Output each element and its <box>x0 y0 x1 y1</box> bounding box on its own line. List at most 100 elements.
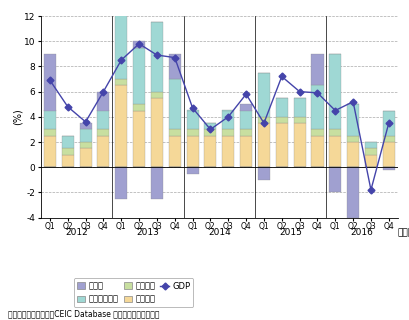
Bar <box>346 167 358 218</box>
Bar <box>97 136 109 167</box>
Bar <box>275 117 287 123</box>
Bar <box>364 155 376 167</box>
Bar <box>115 85 127 167</box>
GDP <box>101 90 106 93</box>
Bar <box>79 129 92 142</box>
GDP <box>47 78 52 82</box>
Bar <box>382 167 394 170</box>
Bar <box>239 136 252 167</box>
Bar <box>222 136 234 167</box>
Bar <box>151 167 163 199</box>
GDP <box>297 90 301 93</box>
GDP <box>190 106 195 110</box>
GDP <box>65 105 70 108</box>
Bar <box>222 129 234 136</box>
GDP <box>368 188 373 192</box>
Bar <box>275 98 287 117</box>
Bar <box>133 41 145 47</box>
Bar <box>97 92 109 110</box>
Bar <box>257 117 270 123</box>
GDP <box>154 53 159 57</box>
GDP <box>207 127 212 131</box>
Text: 2013: 2013 <box>136 228 159 237</box>
Bar <box>168 136 180 167</box>
Bar <box>275 123 287 167</box>
Text: 資料：トルコ統計局、CEIC Database から経済産業省作成。: 資料：トルコ統計局、CEIC Database から経済産業省作成。 <box>8 309 160 318</box>
Bar <box>257 123 270 167</box>
Bar <box>310 54 323 85</box>
Bar <box>204 136 216 167</box>
Bar <box>257 73 270 117</box>
GDP <box>136 42 141 46</box>
Bar <box>328 129 341 136</box>
GDP <box>261 121 266 125</box>
Bar <box>257 167 270 180</box>
Legend: 純輸出, 固定資本形成, 政府支出, 個人消費, GDP: 純輸出, 固定資本形成, 政府支出, 個人消費, GDP <box>74 278 193 307</box>
GDP <box>385 121 390 125</box>
GDP <box>243 92 248 96</box>
Text: 2014: 2014 <box>207 228 230 237</box>
Bar <box>310 136 323 167</box>
Bar <box>151 92 163 98</box>
GDP <box>332 108 337 112</box>
Bar <box>79 142 92 148</box>
Bar <box>44 136 56 167</box>
Bar <box>61 136 74 148</box>
Bar <box>133 104 145 110</box>
Bar <box>186 167 198 173</box>
Bar <box>97 129 109 136</box>
Text: （年期）: （年期） <box>397 228 409 237</box>
Bar <box>310 85 323 129</box>
Bar <box>115 10 127 79</box>
Bar <box>151 98 163 167</box>
Bar <box>186 129 198 136</box>
Bar <box>293 123 305 167</box>
Bar <box>222 110 234 129</box>
Bar <box>346 142 358 167</box>
Bar <box>151 22 163 92</box>
Bar <box>115 167 127 199</box>
Bar <box>133 110 145 167</box>
Bar <box>79 148 92 167</box>
Bar <box>382 110 394 136</box>
Text: 2016: 2016 <box>350 228 373 237</box>
Bar <box>382 142 394 167</box>
Bar <box>186 136 198 167</box>
Bar <box>168 54 180 79</box>
Bar <box>44 129 56 136</box>
Bar <box>133 47 145 104</box>
Bar <box>328 136 341 167</box>
Bar <box>328 54 341 129</box>
Bar <box>204 129 216 136</box>
Bar <box>346 104 358 136</box>
Bar <box>115 79 127 85</box>
Bar <box>310 129 323 136</box>
Bar <box>44 54 56 110</box>
Bar <box>61 148 74 155</box>
Bar <box>168 79 180 129</box>
Text: 2015: 2015 <box>279 228 301 237</box>
Bar <box>204 123 216 129</box>
GDP <box>350 100 355 104</box>
GDP <box>314 91 319 95</box>
Bar <box>97 110 109 129</box>
Y-axis label: (%): (%) <box>13 108 22 125</box>
Bar <box>61 155 74 167</box>
Bar <box>239 129 252 136</box>
Bar <box>346 136 358 142</box>
Bar <box>364 142 376 148</box>
GDP <box>225 115 230 119</box>
GDP <box>83 120 88 124</box>
Bar <box>186 110 198 129</box>
Bar <box>382 136 394 142</box>
Bar <box>239 110 252 129</box>
Bar <box>293 117 305 123</box>
Text: 2012: 2012 <box>65 228 88 237</box>
Bar <box>239 104 252 110</box>
Bar <box>328 167 341 192</box>
Bar <box>168 129 180 136</box>
Bar <box>364 148 376 155</box>
Bar <box>293 98 305 117</box>
GDP <box>119 58 124 62</box>
GDP <box>172 56 177 60</box>
